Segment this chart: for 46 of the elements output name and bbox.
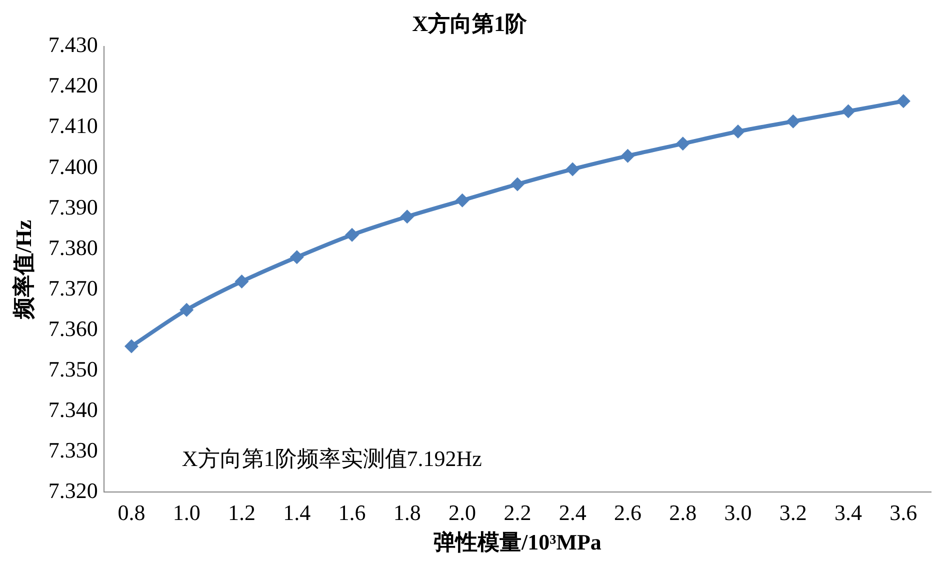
y-tick-label: 7.340 bbox=[48, 396, 98, 422]
point bbox=[841, 104, 856, 118]
point bbox=[566, 162, 580, 176]
y-axis-title: 频率值/Hz bbox=[10, 220, 36, 320]
chart-title: X方向第1阶 bbox=[412, 10, 528, 36]
x-tick-label: 3.2 bbox=[779, 500, 807, 526]
x-tick-label: 1.6 bbox=[338, 500, 366, 526]
x-axis-title: 弹性模量/10³MPa bbox=[433, 529, 602, 554]
point bbox=[345, 228, 360, 242]
point bbox=[400, 210, 414, 224]
x-tick-label: 2.2 bbox=[504, 500, 532, 526]
x-tick-label: 2.6 bbox=[614, 500, 642, 526]
point bbox=[455, 193, 470, 208]
x-tick-label: 1.0 bbox=[172, 500, 200, 526]
x-tick-label: 3.4 bbox=[834, 500, 862, 526]
point bbox=[731, 124, 746, 139]
point bbox=[180, 302, 194, 317]
y-tick-label: 7.430 bbox=[48, 32, 98, 58]
point bbox=[510, 177, 524, 192]
point bbox=[896, 94, 910, 108]
y-tick-label: 7.390 bbox=[48, 194, 98, 220]
y-tick-label: 7.370 bbox=[48, 275, 98, 300]
y-tick-label: 7.330 bbox=[48, 437, 98, 462]
x-tick-label: 2.8 bbox=[669, 500, 697, 526]
annotation: X方向第1阶频率实测值7.192Hz bbox=[182, 446, 482, 471]
x-tick-label: 1.2 bbox=[228, 500, 256, 526]
y-tick-label: 7.410 bbox=[48, 113, 98, 138]
point bbox=[676, 136, 690, 151]
x-tick-label: 1.4 bbox=[283, 500, 311, 526]
y-tick-label: 7.420 bbox=[48, 72, 98, 98]
x-tick-label: 1.8 bbox=[393, 500, 421, 526]
x-tick-label: 2.4 bbox=[558, 500, 586, 526]
point bbox=[290, 250, 304, 264]
point bbox=[124, 339, 138, 354]
y-tick-label: 7.400 bbox=[48, 154, 98, 179]
x-tick-label: 2.0 bbox=[448, 500, 476, 526]
point bbox=[234, 274, 249, 288]
x-tick-label: 3.6 bbox=[890, 500, 918, 526]
point bbox=[786, 114, 800, 128]
x-tick-label: 3.0 bbox=[724, 500, 752, 526]
y-tick-label: 7.380 bbox=[48, 234, 98, 260]
y-tick-label: 7.320 bbox=[48, 478, 98, 503]
x-tick-label: 0.8 bbox=[118, 500, 146, 526]
point bbox=[620, 148, 635, 163]
y-tick-label: 7.360 bbox=[48, 316, 98, 341]
y-tick-label: 7.350 bbox=[48, 356, 98, 382]
